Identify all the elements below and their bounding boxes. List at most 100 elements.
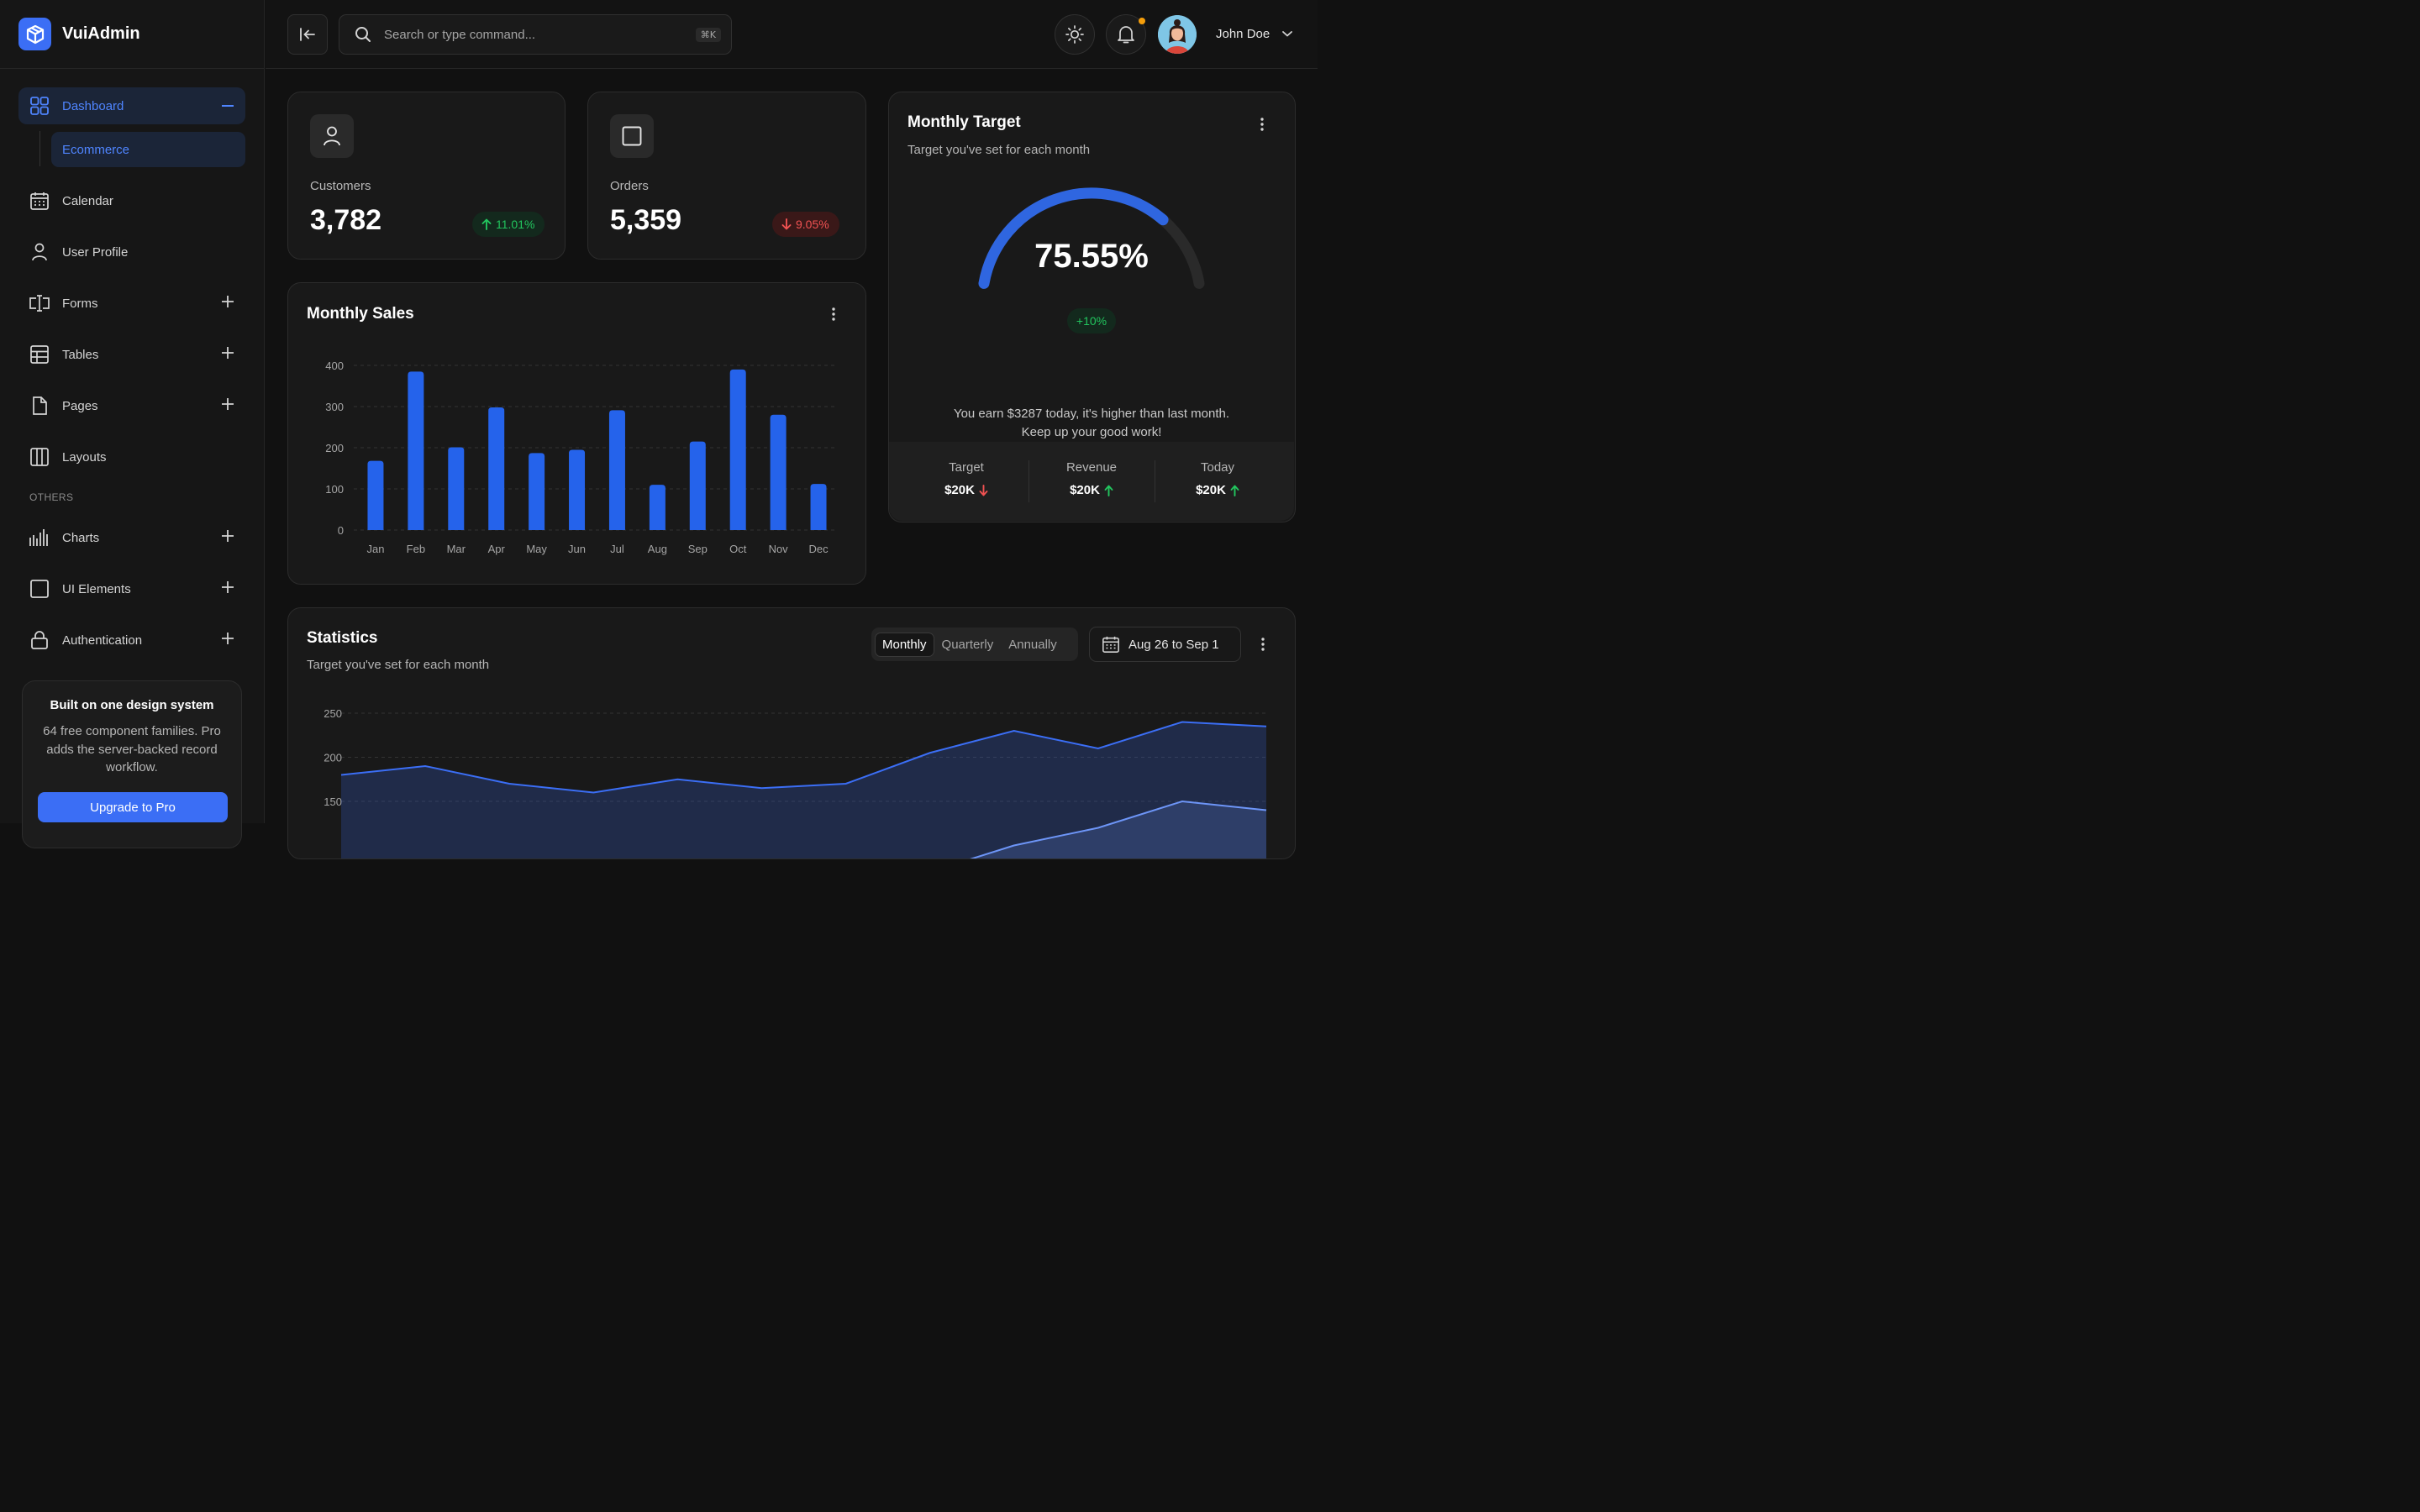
sidebar-item-label: User Profile [62, 244, 129, 260]
collapse-minus-icon[interactable] [222, 105, 234, 107]
y-tick-label: 0 [338, 524, 344, 537]
gauge-progress [978, 187, 1169, 289]
bar [448, 447, 465, 530]
sidebar-item-ecommerce[interactable]: Ecommerce [51, 132, 245, 167]
arrow-up-icon [1100, 485, 1113, 496]
y-tick-label: 300 [325, 401, 344, 413]
bar [810, 484, 827, 530]
x-tick-label: Jan [366, 543, 384, 555]
metric-label: Orders [610, 179, 649, 193]
statistics-chart: 150 200 250 [324, 707, 1267, 858]
theme-toggle-button[interactable] [1055, 14, 1095, 55]
more-options-icon[interactable] [825, 306, 842, 323]
expand-plus-icon[interactable] [222, 347, 234, 359]
arrow-down-icon [781, 218, 796, 230]
upgrade-button[interactable]: Upgrade to Pro [38, 792, 228, 822]
expand-plus-icon[interactable] [222, 633, 234, 644]
sidebar-item-forms[interactable]: Forms [18, 285, 245, 322]
bar [367, 460, 384, 530]
y-tick-label: 150 [324, 795, 342, 808]
sidebar-item-layouts[interactable]: Layouts [18, 438, 245, 475]
search-input[interactable] [384, 27, 670, 42]
calendar-icon [1102, 635, 1120, 654]
monthly-sales-card: Monthly Sales 0 100 200 300 400 Jan Feb Mar Apr M… [287, 282, 866, 585]
search-bar[interactable]: ⌘K [339, 14, 732, 55]
expand-plus-icon[interactable] [222, 398, 234, 410]
change-badge: 9.05% [772, 212, 839, 237]
expand-plus-icon[interactable] [222, 581, 234, 593]
area-fill [341, 722, 1266, 858]
target-stat: Today $20K [1150, 460, 1285, 497]
form-icon [29, 292, 50, 314]
brand[interactable]: VuiAdmin [0, 0, 264, 69]
promo-card: Built on one design system 64 free compo… [22, 680, 242, 848]
x-tick-label: Sep [688, 543, 708, 555]
period-tabs: Monthly Quarterly Annually [871, 627, 1078, 661]
tab-annually[interactable]: Annually [1008, 637, 1057, 652]
stat-value-text: $20K [1070, 483, 1100, 497]
card-title: Monthly Sales [307, 305, 414, 323]
collapse-sidebar-icon [299, 27, 316, 42]
divider [1028, 460, 1029, 502]
tab-monthly[interactable]: Monthly [875, 632, 934, 657]
avatar[interactable] [1158, 15, 1197, 54]
target-message: You earn $3287 today, it's higher than l… [923, 405, 1260, 442]
sidebar-item-label: Dashboard [62, 98, 124, 113]
calendar-icon [29, 190, 50, 212]
box-icon [610, 114, 654, 158]
stat-label: Revenue [1065, 460, 1118, 475]
sidebar-item-ui-elements[interactable]: UI Elements [18, 570, 245, 607]
sidebar-toggle-button[interactable] [287, 14, 328, 55]
sidebar-item-charts[interactable]: Charts [18, 519, 245, 556]
date-range-picker[interactable]: Aug 26 to Sep 1 [1089, 627, 1241, 662]
y-tick-label: 200 [324, 752, 342, 764]
sidebar-item-user-profile[interactable]: User Profile [18, 234, 245, 270]
table-icon [29, 344, 50, 365]
bar [770, 414, 786, 530]
brand-name: VuiAdmin [62, 24, 140, 43]
more-options-icon[interactable] [1255, 636, 1271, 653]
sidebar-item-pages[interactable]: Pages [18, 387, 245, 424]
user-icon [29, 241, 50, 263]
stat-value: $20K [1024, 483, 1159, 497]
chart-icon [29, 527, 50, 549]
bar [608, 410, 625, 530]
area-fill [972, 801, 1266, 858]
change-value: 9.05% [796, 218, 829, 231]
series-line [340, 721, 1267, 794]
brand-logo-icon [18, 18, 51, 50]
gauge-delta-badge: +10% [1067, 308, 1116, 333]
y-tick-label: 250 [324, 707, 342, 720]
y-tick-label: 100 [325, 483, 344, 496]
sidebar-item-tables[interactable]: Tables [18, 336, 245, 373]
chevron-down-icon[interactable] [1281, 29, 1293, 38]
sidebar-item-label: Calendar [62, 193, 113, 208]
tab-quarterly[interactable]: Quarterly [941, 637, 994, 652]
stat-value: $20K [1150, 483, 1285, 497]
sidebar-item-label: Pages [62, 398, 98, 413]
stat-label: Target [949, 460, 984, 475]
date-range-text: Aug 26 to Sep 1 [1128, 637, 1219, 652]
sidebar-item-label: UI Elements [62, 581, 131, 596]
expand-plus-icon[interactable] [222, 296, 234, 307]
top-header: ⌘K John Doe [266, 0, 1318, 69]
x-tick-label: May [526, 543, 547, 555]
sidebar-item-calendar[interactable]: Calendar [18, 182, 245, 219]
notification-dot [1139, 18, 1145, 24]
user-name[interactable]: John Doe [1216, 27, 1270, 41]
bar [488, 407, 505, 530]
promo-title: Built on one design system [50, 698, 214, 712]
x-tick-label: Jul [610, 543, 624, 555]
expand-plus-icon[interactable] [222, 530, 234, 542]
grid-icon [29, 95, 50, 117]
sidebar-item-dashboard[interactable]: Dashboard [18, 87, 245, 124]
search-icon [355, 26, 371, 43]
target-gauge [978, 187, 1205, 289]
x-tick-label: Apr [488, 543, 506, 555]
sidebar-item-authentication[interactable]: Authentication [18, 622, 245, 659]
user-icon [310, 114, 354, 158]
monthly-target-card: Monthly Target Target you've set for eac… [888, 92, 1296, 522]
search-shortcut-badge: ⌘K [695, 28, 721, 42]
more-options-icon[interactable] [1254, 116, 1270, 133]
orders-card: Orders 5,359 9.05% [587, 92, 866, 260]
